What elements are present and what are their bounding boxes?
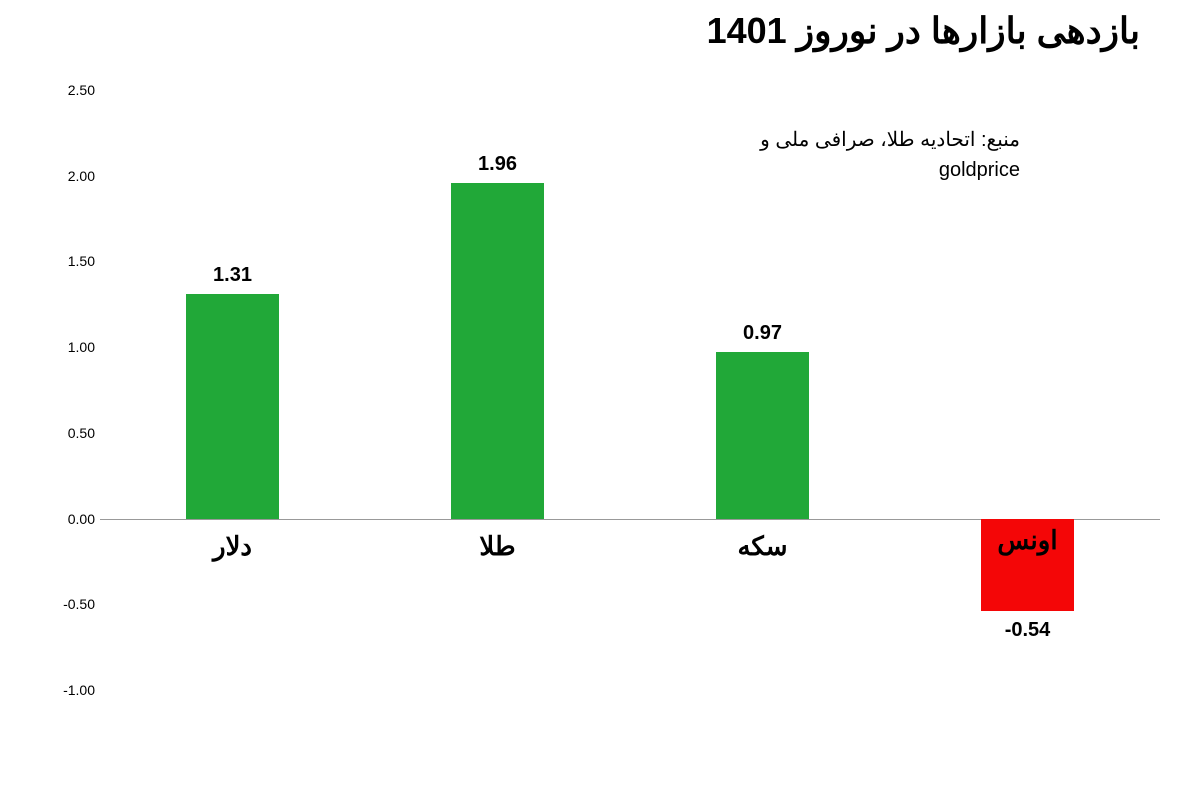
category-label: سکه [737, 531, 787, 562]
bar-value-label: -0.54 [1005, 619, 1051, 642]
y-axis: -1.00-0.500.000.501.001.502.002.50 [40, 90, 95, 690]
bar [451, 183, 544, 519]
bar [716, 352, 809, 518]
bar-value-label: 0.97 [743, 322, 782, 345]
category-label: دلار [213, 531, 252, 562]
y-tick-label: 0.00 [40, 511, 95, 527]
bar [186, 294, 279, 519]
category-label: طلا [479, 531, 515, 562]
chart-area: -1.00-0.500.000.501.001.502.002.50 1.31د… [100, 90, 1160, 690]
y-tick-label: 2.00 [40, 168, 95, 184]
y-tick-label: 0.50 [40, 425, 95, 441]
y-tick-label: 2.50 [40, 82, 95, 98]
bar-value-label: 1.31 [213, 264, 252, 287]
category-label: اونس [997, 525, 1057, 556]
y-tick-label: 1.00 [40, 339, 95, 355]
y-tick-label: 1.50 [40, 253, 95, 269]
bar-value-label: 1.96 [478, 153, 517, 176]
y-tick-label: -0.50 [40, 596, 95, 612]
chart-title: بازدهی بازارها در نوروز 1401 [707, 10, 1140, 52]
y-tick-label: -1.00 [40, 682, 95, 698]
